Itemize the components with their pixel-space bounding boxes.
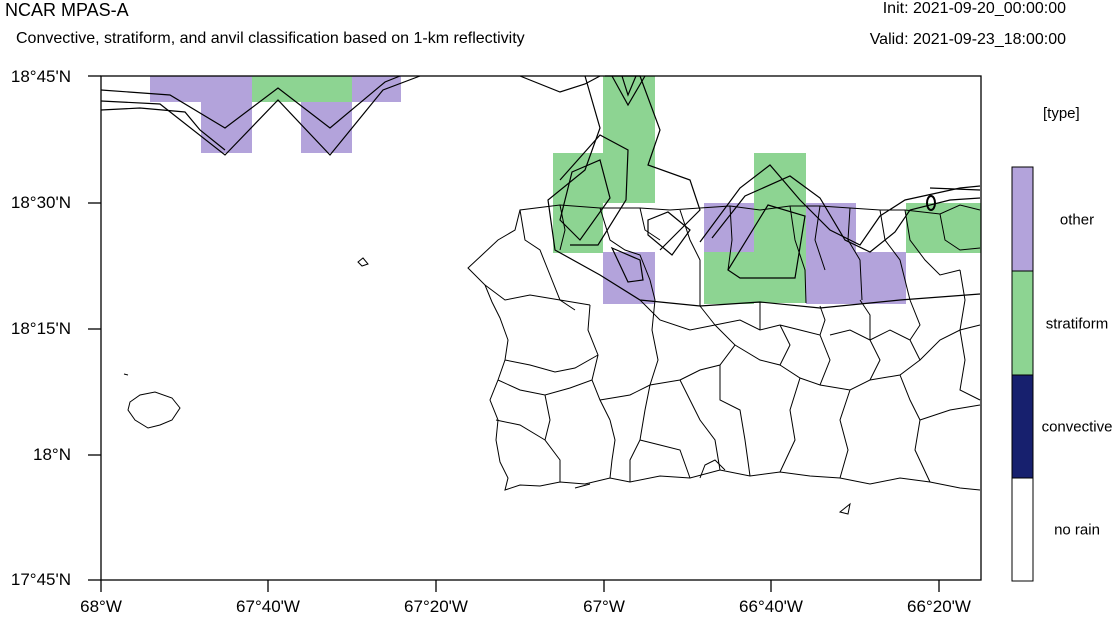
lat-label: 18°30'N xyxy=(10,193,71,212)
colorbar-convective xyxy=(1011,374,1034,479)
colorbar-stratiform xyxy=(1011,270,1034,376)
legend-label-other: other xyxy=(1059,211,1095,229)
map-frame xyxy=(100,75,982,581)
lat-label: 17°45'N xyxy=(10,570,71,589)
map-subtitle: Convective, stratiform, and anvil classi… xyxy=(16,30,525,47)
legend-label-convective: convective xyxy=(1041,418,1113,436)
colorbar-other xyxy=(1011,166,1034,272)
stratiform-cells xyxy=(252,76,981,304)
colorbar-no-rain xyxy=(1011,477,1034,582)
lon-label: 67°W xyxy=(583,597,625,616)
municipal-boundaries xyxy=(484,204,981,489)
colorbar-units: [type] xyxy=(1043,105,1080,122)
map-title: NCAR MPAS-A xyxy=(5,0,129,20)
init-time: Init: 2021-09-20_00:00:00 xyxy=(882,0,1066,17)
legend-label-stratiform: stratiform xyxy=(1045,315,1109,333)
lat-label: 18°45'N xyxy=(10,67,71,86)
valid-time: Valid: 2021-09-23_18:00:00 xyxy=(869,31,1066,48)
axis-ticks xyxy=(88,75,940,592)
lat-label: 18°N xyxy=(33,445,71,464)
lon-label: 66°40'W xyxy=(739,597,803,616)
coastline xyxy=(123,204,981,515)
lon-label: 67°20'W xyxy=(404,597,468,616)
legend-label-no-rain: no rain xyxy=(1054,521,1100,539)
lon-label: 66°20'W xyxy=(907,597,971,616)
lon-label: 67°40'W xyxy=(236,597,300,616)
reflectivity-contours xyxy=(100,75,981,309)
lon-label: 68°W xyxy=(80,597,122,616)
lat-label: 18°15'N xyxy=(10,319,71,338)
other-cells xyxy=(150,76,906,304)
colorbar xyxy=(1011,166,1034,582)
